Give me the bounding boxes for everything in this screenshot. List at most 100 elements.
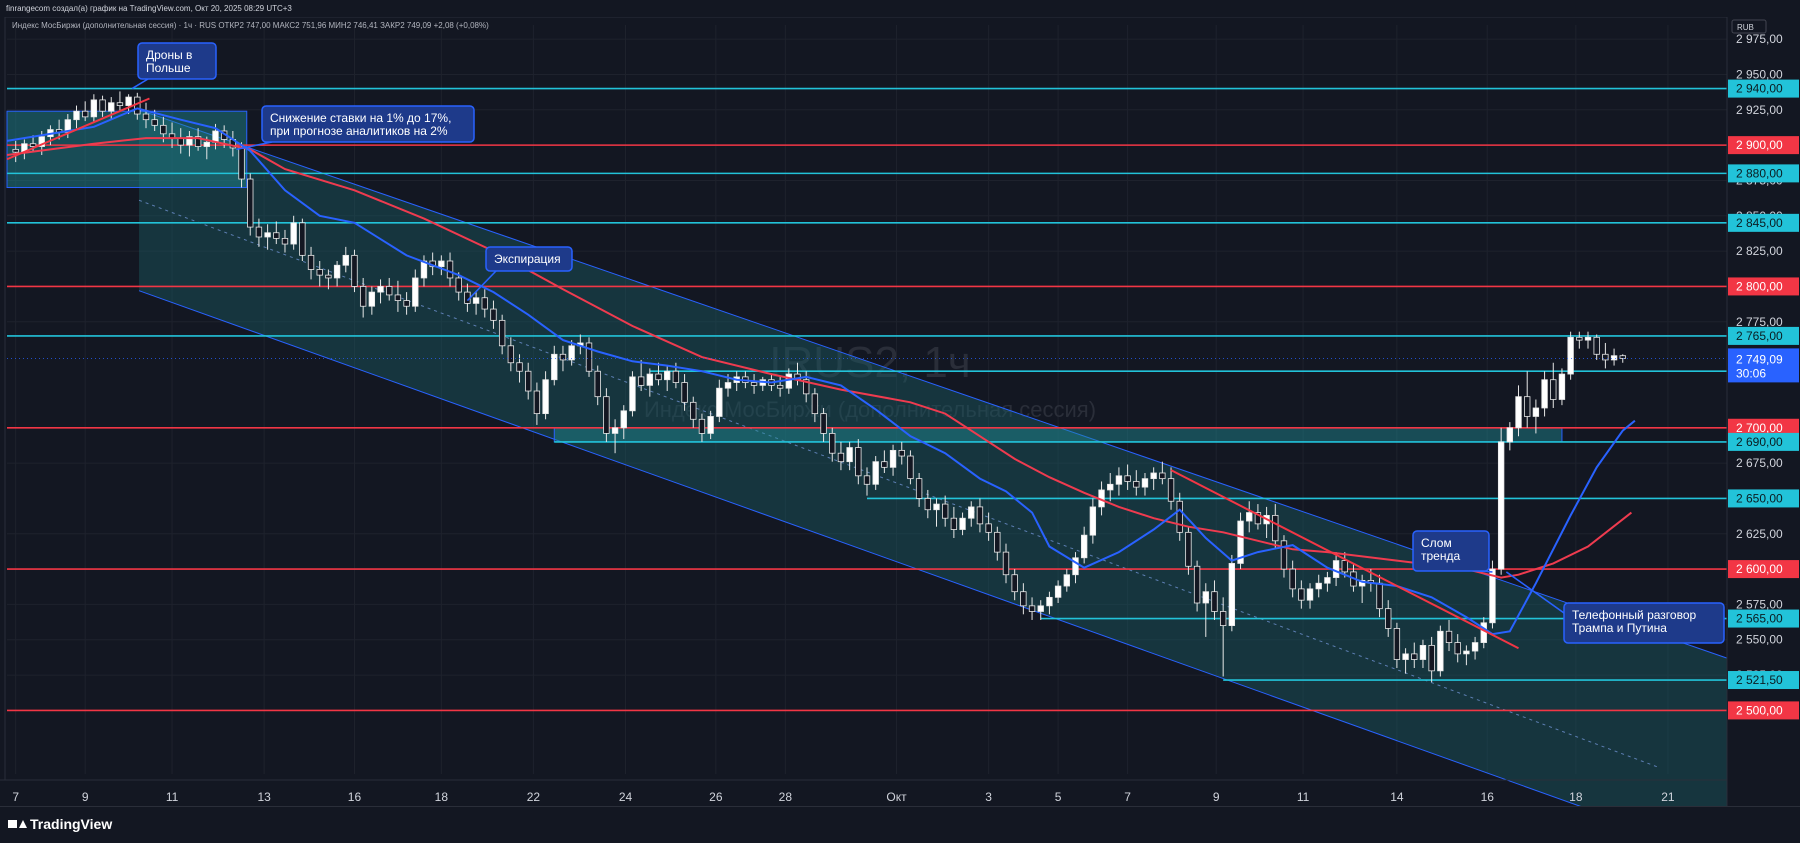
candle-body bbox=[299, 222, 306, 256]
candle-body bbox=[820, 413, 827, 434]
candle-body bbox=[1324, 577, 1331, 584]
candle-body bbox=[73, 110, 80, 121]
candle-body bbox=[446, 260, 454, 279]
level-price-label: 2 600,00 bbox=[1736, 562, 1783, 576]
candle-body bbox=[707, 416, 714, 434]
candle-body bbox=[855, 447, 862, 477]
callout-pointer bbox=[131, 78, 149, 90]
candle-body bbox=[1072, 557, 1079, 576]
candle-body bbox=[690, 401, 697, 420]
callout-box-trend-break bbox=[1412, 530, 1490, 572]
level-price-label: 2 900,00 bbox=[1736, 138, 1783, 152]
candle-body bbox=[1054, 585, 1062, 598]
time-tick-label: 26 bbox=[709, 790, 723, 804]
candle-body bbox=[186, 136, 193, 146]
candle-body bbox=[646, 373, 654, 386]
price-chart[interactable]: IRUS2, 1чИндекс МосБиржи (дополнительная… bbox=[0, 17, 1800, 806]
candle-body bbox=[1306, 588, 1314, 601]
candle-body bbox=[1080, 534, 1088, 559]
candle-body bbox=[889, 449, 897, 468]
candle-body bbox=[1219, 611, 1227, 627]
price-tick-label: 2 575,00 bbox=[1736, 597, 1783, 611]
level-price-label: 2 650,00 bbox=[1736, 491, 1783, 505]
price-tick-label: 2 550,00 bbox=[1736, 633, 1783, 647]
candle-body bbox=[1089, 506, 1097, 536]
candle-body bbox=[368, 291, 376, 307]
time-tick-label: 9 bbox=[82, 790, 89, 804]
candle-body bbox=[976, 506, 984, 525]
candle-body bbox=[403, 300, 410, 307]
candle-body bbox=[472, 297, 480, 304]
candle-body bbox=[1211, 591, 1218, 612]
candle-body bbox=[724, 382, 732, 389]
candle-body bbox=[151, 119, 158, 126]
candle-body bbox=[907, 455, 914, 480]
candle-body bbox=[1437, 630, 1444, 672]
candle-body bbox=[1141, 478, 1149, 488]
callout-box-expiration bbox=[485, 246, 573, 272]
candle-body bbox=[1167, 478, 1175, 502]
level-price-badge bbox=[1728, 671, 1799, 690]
level-price-badge bbox=[1728, 164, 1799, 183]
candle-body bbox=[82, 110, 89, 118]
candle-body bbox=[1532, 407, 1540, 417]
candle-body bbox=[1497, 441, 1505, 570]
currency-badge bbox=[1731, 19, 1767, 34]
candle-body bbox=[629, 376, 636, 412]
candle-body bbox=[803, 379, 810, 395]
tradingview-logo-icon bbox=[8, 819, 27, 829]
time-tick-label: 11 bbox=[1297, 790, 1310, 804]
candle-body bbox=[1393, 628, 1401, 660]
candle-body bbox=[498, 319, 506, 347]
candle-body bbox=[655, 373, 662, 381]
time-tick-label: 7 bbox=[1124, 790, 1131, 804]
level-price-badge bbox=[1728, 277, 1799, 296]
time-tick-label: 5 bbox=[1055, 790, 1062, 804]
candle-body bbox=[1020, 591, 1027, 607]
support-zone bbox=[553, 427, 1563, 443]
callout-text-phone-call: Трампа и Путина bbox=[1572, 621, 1667, 635]
candle-body bbox=[1506, 427, 1514, 443]
level-price-badge bbox=[1728, 326, 1799, 345]
level-price-badge bbox=[1728, 136, 1799, 155]
candle-body bbox=[611, 427, 619, 434]
candle-body bbox=[1124, 475, 1131, 482]
candle-body bbox=[1315, 582, 1322, 590]
candle-body bbox=[325, 274, 332, 279]
candle-body bbox=[1028, 605, 1036, 612]
candle-body bbox=[351, 254, 358, 287]
candle-body bbox=[307, 254, 315, 270]
candle-body bbox=[750, 382, 758, 386]
candle-body bbox=[1159, 472, 1166, 480]
candle-body bbox=[994, 531, 1001, 553]
level-price-badge bbox=[1728, 609, 1799, 628]
candle-body bbox=[90, 99, 98, 118]
candle-body bbox=[203, 141, 210, 147]
level-price-label: 2 521,50 bbox=[1736, 673, 1783, 687]
candle-body bbox=[160, 124, 167, 135]
level-price-badge bbox=[1728, 432, 1799, 451]
candle-body bbox=[1037, 605, 1044, 612]
candle-body bbox=[1246, 512, 1253, 522]
candle-body bbox=[1576, 336, 1583, 341]
level-price-label: 2 845,00 bbox=[1736, 216, 1783, 230]
candle-body bbox=[255, 226, 263, 238]
time-tick-label: 16 bbox=[348, 790, 362, 804]
candle-body bbox=[1619, 355, 1626, 359]
candle-body bbox=[1541, 379, 1548, 409]
chart-footer: TradingView bbox=[0, 806, 1800, 843]
tradingview-logo[interactable]: TradingView bbox=[8, 816, 112, 832]
candle-body bbox=[377, 286, 384, 293]
callout-text-rate-cut: при прогнозе аналитиков на 2% bbox=[270, 124, 448, 138]
candle-body bbox=[290, 222, 297, 245]
candle-body bbox=[1402, 653, 1409, 660]
callout-text-trend-break: тренда bbox=[1421, 549, 1460, 563]
currency-label: RUB bbox=[1737, 23, 1754, 32]
candle-body bbox=[776, 384, 784, 389]
time-tick-label: 24 bbox=[619, 790, 633, 804]
candle-body bbox=[1115, 475, 1123, 485]
candle-body bbox=[716, 387, 723, 417]
candle-body bbox=[238, 147, 245, 180]
candle-body bbox=[1358, 579, 1366, 587]
candle-body bbox=[12, 148, 19, 153]
